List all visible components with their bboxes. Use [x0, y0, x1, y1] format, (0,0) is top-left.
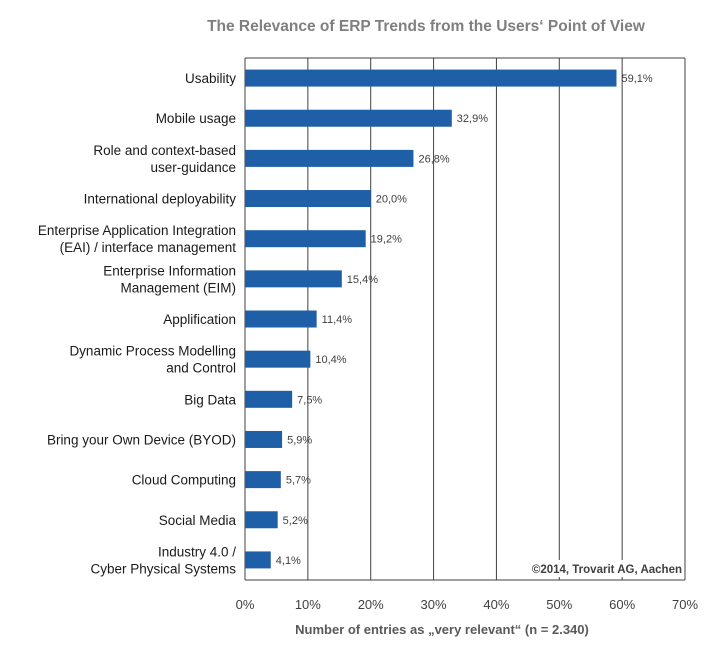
data-label: 15,4% — [347, 274, 378, 286]
data-label: 5,7% — [286, 475, 311, 487]
data-label: 5,9% — [287, 434, 312, 446]
category-label: Enterprise Information — [103, 263, 236, 278]
category-label: Industry 4.0 / — [158, 544, 236, 559]
category-label: International deployability — [84, 192, 237, 207]
data-label: 10,4% — [315, 354, 346, 366]
category-label: Mobile usage — [156, 111, 236, 126]
bar — [245, 390, 293, 408]
category-label: Management (EIM) — [120, 280, 236, 295]
category-label: Role and context-based — [93, 143, 236, 158]
bar — [245, 230, 366, 248]
gridlines — [244, 57, 686, 581]
bar — [245, 511, 278, 529]
data-label: 32,9% — [457, 113, 488, 125]
category-label: Cyber Physical Systems — [90, 561, 236, 576]
x-tick-label: 50% — [546, 597, 572, 612]
x-tick-label: 20% — [358, 597, 384, 612]
category-label: Cloud Computing — [132, 473, 236, 488]
x-tick-label: 10% — [295, 597, 321, 612]
x-tick-label: 60% — [609, 597, 635, 612]
bar — [245, 551, 271, 569]
data-label: 20,0% — [376, 194, 407, 206]
category-label: Dynamic Process Modelling — [69, 344, 236, 359]
category-label: Applification — [163, 312, 236, 327]
category-label: (EAI) / interface management — [60, 240, 237, 255]
category-label: user-guidance — [150, 160, 236, 175]
bar — [245, 471, 281, 489]
category-label: Big Data — [184, 392, 236, 407]
x-tick-labels: 0% 10% 20% 30% 40% 50% 60% 70% — [236, 597, 699, 612]
data-label: 7,5% — [297, 394, 322, 406]
bar — [245, 310, 317, 328]
x-tick-label: 70% — [672, 597, 698, 612]
credit-background — [514, 560, 684, 577]
data-labels: 59,1% 32,9% 26,8% 20,0% 19,2% 15,4% 11,4% 10,4%… — [276, 73, 653, 567]
data-label: 59,1% — [621, 73, 652, 85]
data-label: 5,2% — [283, 515, 308, 527]
bars — [245, 69, 617, 569]
credit-label: ©2014, Trovarit AG, Aachen — [532, 564, 682, 576]
chart-title: The Relevance of ERP Trends from the Use… — [207, 18, 646, 35]
bar — [245, 350, 311, 368]
category-label: Usability — [185, 71, 236, 86]
data-label: 26,8% — [418, 153, 449, 165]
bar — [245, 109, 452, 127]
x-tick-label: 30% — [421, 597, 447, 612]
category-label: Social Media — [159, 513, 237, 528]
bar — [245, 270, 342, 288]
x-tick-label: 0% — [236, 597, 255, 612]
data-label: 19,2% — [371, 234, 402, 246]
bar — [245, 430, 283, 448]
bar — [245, 69, 617, 87]
category-label: Enterprise Application Integration — [38, 223, 236, 238]
category-labels: Usability Mobile usage Role and context-ba… — [38, 71, 237, 576]
bar — [245, 190, 371, 208]
category-label: and Control — [166, 361, 236, 376]
category-label: Bring your Own Device (BYOD) — [47, 432, 236, 447]
x-tick-label: 40% — [483, 597, 509, 612]
data-label: 4,1% — [276, 555, 301, 567]
x-axis-title: Number of entries as „very relevant“ (n … — [295, 622, 589, 637]
data-label: 11,4% — [322, 314, 353, 326]
bar — [245, 149, 414, 167]
